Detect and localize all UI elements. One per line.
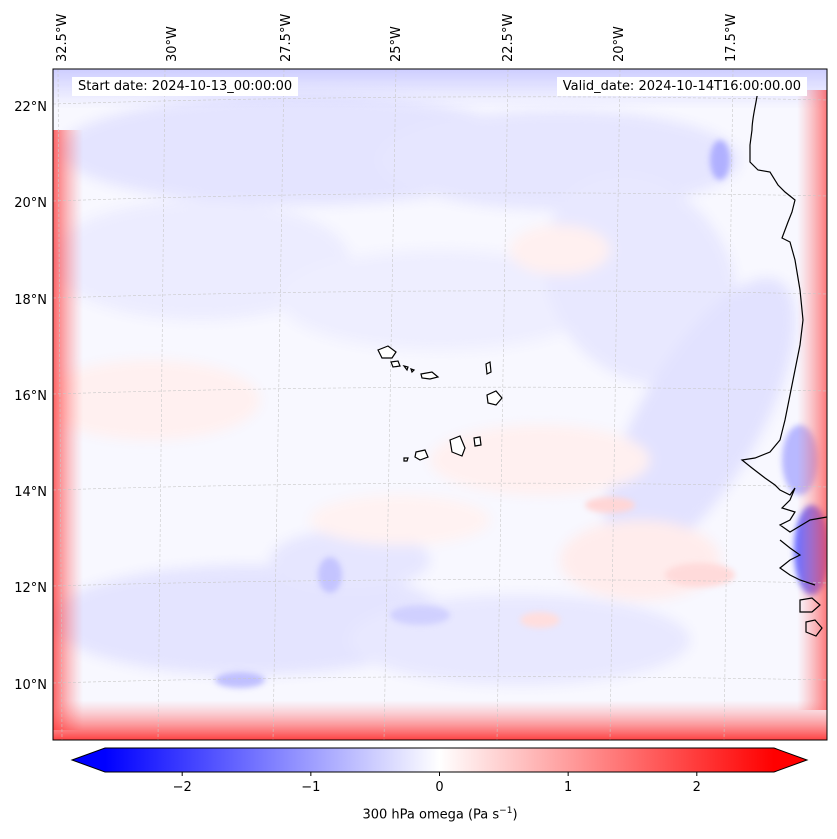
cape-verde-islands (377, 345, 503, 462)
colorbar-tick-label: −1 (301, 780, 320, 795)
colorbar: −2 −1 0 1 2 (70, 747, 809, 795)
colorbar-tick-label: −2 (173, 780, 192, 795)
lat-label-20n: 20°N (14, 196, 47, 211)
field-label: 300 hPa omega (362, 807, 464, 823)
lat-label-22n: 22°N (14, 100, 47, 115)
lon-label-32-5w: 32.5°W (55, 14, 70, 62)
lat-label-18n: 18°N (14, 293, 47, 308)
longitude-labels: 32.5°W 30°W 27.5°W 25°W 22.5°W 20°W 17.5… (55, 14, 739, 62)
omega-field (53, 69, 827, 740)
lon-label-22-5w: 22.5°W (501, 14, 516, 62)
units-label: (Pa s (467, 807, 500, 823)
lat-label-12n: 12°N (14, 581, 47, 596)
colorbar-ticks: −2 −1 0 1 2 (173, 772, 701, 795)
units-close: ) (512, 807, 518, 823)
lon-label-20w: 20°W (612, 26, 627, 62)
lat-label-16n: 16°N (14, 389, 47, 404)
lon-label-27-5w: 27.5°W (279, 14, 294, 62)
units-exponent: −1 (499, 806, 513, 816)
lon-label-17-5w: 17.5°W (724, 14, 739, 62)
lon-label-25w: 25°W (389, 26, 404, 62)
colorbar-body (105, 748, 774, 772)
graticule (53, 69, 827, 740)
colorbar-extend-max (774, 748, 807, 772)
lat-label-14n: 14°N (14, 485, 47, 500)
map-frame (52, 68, 828, 741)
colorbar-label: 300 hPa omega (Pa s−1) (0, 806, 837, 822)
colorbar-tick-label: 1 (564, 780, 572, 795)
colorbar-outline (70, 747, 809, 773)
colorbar-extend-min (72, 748, 105, 772)
coastline (740, 89, 827, 637)
valid-date-label: Valid_date: 2024-10-14T16:00:00.00 (556, 77, 807, 96)
lat-label-10n: 10°N (14, 678, 47, 693)
latitude-labels: 22°N 20°N 18°N 16°N 14°N 12°N 10°N (14, 100, 47, 693)
start-date-label: Start date: 2024-10-13_00:00:00 (72, 77, 299, 96)
lon-label-30w: 30°W (165, 26, 180, 62)
colorbar-tick-label: 2 (693, 780, 701, 795)
colorbar-tick-label: 0 (435, 780, 443, 795)
